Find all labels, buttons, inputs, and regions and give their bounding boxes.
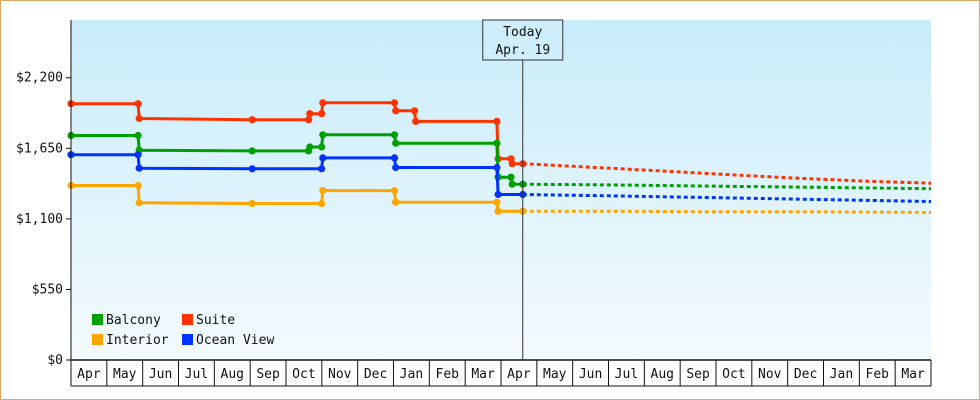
data-point[interactable] [508, 180, 516, 188]
data-point[interactable] [494, 190, 502, 199]
data-point[interactable] [318, 165, 326, 173]
data-point[interactable] [318, 199, 326, 208]
data-point[interactable] [392, 163, 400, 172]
data-point[interactable] [390, 131, 399, 139]
y-tick-label: $2,200 [16, 71, 63, 86]
legend-item-suite[interactable]: Suite [182, 313, 235, 328]
data-point[interactable] [410, 107, 419, 115]
data-point[interactable] [135, 114, 143, 123]
data-point[interactable] [493, 117, 501, 125]
data-point[interactable] [507, 173, 515, 181]
data-point[interactable] [508, 160, 516, 168]
data-point[interactable] [135, 164, 143, 172]
data-point[interactable] [248, 165, 256, 173]
today-label: Today [503, 25, 542, 40]
forecast-line-balcony [522, 182, 932, 191]
x-tick-label: Jul [185, 367, 208, 382]
data-point[interactable] [306, 143, 314, 151]
legend-swatch [92, 334, 103, 345]
x-tick-label: Jul [615, 367, 638, 382]
data-point[interactable] [390, 154, 399, 162]
y-tick-label: $550 [32, 282, 63, 297]
legend-item-ocean-view[interactable]: Ocean View [182, 333, 274, 348]
x-tick-label: Feb [866, 367, 890, 382]
data-point[interactable] [392, 107, 400, 115]
data-point[interactable] [392, 198, 400, 206]
today-box [482, 19, 564, 61]
x-tick-label: Dec [364, 367, 387, 382]
series-suite [67, 99, 932, 185]
x-tick-label: Sep [686, 367, 710, 382]
data-point[interactable] [390, 187, 399, 195]
x-tick-label: Apr [77, 367, 101, 382]
data-point[interactable] [319, 99, 327, 107]
series-interior [67, 181, 932, 215]
x-tick-label: Dec [794, 367, 817, 382]
data-point[interactable] [318, 110, 326, 118]
legend-label: Suite [196, 313, 235, 328]
x-tick-label: Nov [758, 367, 782, 382]
plot-background [71, 20, 931, 360]
legend-swatch [92, 314, 103, 325]
x-tick-label: Mar [901, 367, 925, 382]
axis-layer: $0 $550 $1,100 $1,650 $2,200 Apr May Jun Jul Aug S… [16, 20, 932, 387]
series-layer [67, 99, 932, 215]
x-tick-label: Oct [722, 367, 745, 382]
y-tick-label: $0 [47, 353, 63, 368]
data-point[interactable] [135, 199, 143, 207]
legend-item-interior[interactable]: Interior [92, 333, 169, 348]
data-point[interactable] [318, 143, 326, 151]
data-point[interactable] [248, 199, 256, 208]
data-point[interactable] [494, 207, 502, 215]
x-tick-label: Aug [651, 367, 674, 382]
forecast-line-ocean-view [522, 193, 932, 203]
x-tick-label: Aug [221, 367, 244, 382]
data-point[interactable] [390, 99, 399, 107]
x-tick-label: May [113, 367, 137, 382]
today-marker: Today Apr. 19 [482, 19, 564, 360]
data-point[interactable] [493, 139, 501, 147]
x-tick-label: Jan [400, 367, 423, 382]
legend-label: Interior [106, 333, 169, 348]
series-ocean-view [67, 151, 932, 203]
data-point[interactable] [319, 154, 327, 162]
data-point[interactable] [392, 139, 400, 147]
data-point[interactable] [134, 131, 142, 140]
data-point[interactable] [319, 187, 327, 195]
x-tick-label: Jun [579, 367, 602, 382]
x-tick-label: Oct [292, 367, 315, 382]
forecast-line-suite [522, 162, 932, 185]
data-point[interactable] [493, 198, 501, 206]
data-point[interactable] [134, 151, 142, 159]
x-tick-label: Mar [471, 367, 495, 382]
x-tick-label: Jun [149, 367, 172, 382]
x-tick-label: Apr [507, 367, 531, 382]
x-tick-label: May [543, 367, 567, 382]
x-tick-label: Sep [256, 367, 280, 382]
data-point[interactable] [412, 117, 420, 125]
legend: Balcony Suite Interior Ocean View [92, 313, 274, 348]
data-point[interactable] [305, 116, 313, 124]
x-tick-label: Feb [436, 367, 460, 382]
legend-swatch [182, 334, 193, 345]
forecast-line-interior [522, 209, 932, 214]
y-tick-label: $1,650 [16, 141, 63, 156]
data-point[interactable] [134, 181, 142, 190]
data-point[interactable] [306, 110, 314, 118]
x-tick-label: Jan [830, 367, 853, 382]
data-point[interactable] [319, 131, 327, 139]
legend-item-balcony[interactable]: Balcony [92, 313, 161, 328]
y-tick-label: $1,100 [16, 212, 63, 227]
legend-label: Balcony [106, 313, 161, 328]
data-point[interactable] [134, 100, 142, 108]
x-tick-label: Nov [328, 367, 352, 382]
data-point[interactable] [493, 163, 501, 172]
legend-label: Ocean View [196, 333, 274, 348]
series-balcony [67, 131, 932, 191]
legend-swatch [182, 314, 193, 325]
data-point[interactable] [248, 147, 256, 155]
data-point[interactable] [248, 116, 256, 124]
today-date: Apr. 19 [495, 43, 550, 58]
